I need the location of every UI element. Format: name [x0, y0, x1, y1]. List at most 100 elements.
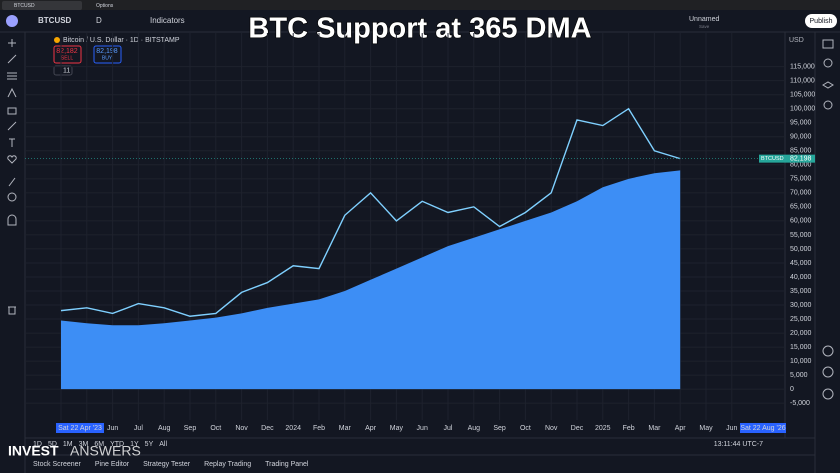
panel-tab[interactable]: Pine Editor — [95, 461, 130, 468]
timeframe[interactable]: YTD — [110, 441, 124, 448]
save[interactable]: Save — [699, 24, 710, 29]
layout-name[interactable]: Unnamed — [689, 16, 719, 23]
timeframe[interactable]: 3M — [79, 441, 89, 448]
y-tick-label: 100,000 — [790, 106, 815, 113]
panel-tab[interactable]: Strategy Tester — [143, 461, 191, 468]
tool-icon[interactable] — [8, 177, 16, 187]
side-icon[interactable] — [823, 100, 833, 110]
y-tick-label: 65,000 — [790, 204, 812, 211]
side-icon[interactable] — [822, 345, 834, 357]
timeframe[interactable]: 1D — [33, 441, 42, 448]
timeframe[interactable]: 1Y — [130, 441, 139, 448]
symbol[interactable]: BTCUSD — [38, 16, 72, 25]
publish-label[interactable]: Publish — [810, 18, 833, 25]
y-tick-label: 50,000 — [790, 246, 812, 253]
x-tick-label: Jun — [107, 425, 118, 432]
x-tick-label: May — [699, 425, 713, 432]
side-icon[interactable] — [822, 366, 834, 378]
y-tick-label: 80,000 — [790, 162, 812, 169]
y-tick-label: 15,000 — [790, 344, 812, 351]
y-tick-label: 40,000 — [790, 274, 812, 281]
buy-label[interactable]: BUY — [102, 55, 113, 61]
y-tick-label: 5,000 — [790, 372, 808, 379]
side-icon[interactable] — [822, 39, 834, 49]
tool-icon[interactable] — [7, 72, 17, 80]
price-tag — [759, 154, 815, 163]
side-icon[interactable] — [822, 81, 834, 89]
plot: -5,000 0 5,000 10,000 15,000 20,000 25,000 30,0… — [25, 33, 815, 433]
y-tick-label: 75,000 — [790, 176, 812, 183]
sell-price[interactable]: 82,182 — [56, 48, 78, 55]
indicators-button[interactable]: Indicators — [150, 16, 185, 25]
tab[interactable] — [2, 1, 82, 10]
y-tick-label: 115,000 — [790, 63, 815, 70]
currency[interactable]: USD — [789, 37, 804, 44]
y-tick-label: 30,000 — [790, 302, 812, 309]
tool-icon[interactable] — [7, 155, 17, 164]
right-tools — [822, 39, 834, 400]
tab-title[interactable]: BTCUSD — [14, 3, 35, 9]
x-tick-label: Oct — [210, 425, 221, 432]
x-tick-label: Nov — [235, 425, 248, 432]
y-tick-label: 45,000 — [790, 260, 812, 267]
x-tick-label: Apr — [675, 425, 687, 432]
x-tick-label: Feb — [313, 425, 325, 432]
indicator-count[interactable]: 11 — [63, 67, 70, 74]
publish-button[interactable] — [805, 14, 837, 28]
overlay-title: BTC Support at 365 DMA — [248, 13, 591, 45]
tool-icon[interactable] — [7, 87, 17, 98]
range-label-box — [56, 423, 104, 433]
dma-area — [61, 170, 681, 390]
tool-icon[interactable] — [7, 107, 17, 115]
timeframe[interactable]: 6M — [94, 441, 104, 448]
tool-icon[interactable] — [7, 192, 17, 202]
tool-icon[interactable] — [7, 54, 17, 64]
panel-tab[interactable]: Replay Trading — [204, 461, 251, 468]
price-tag-name: BTCUSD — [761, 156, 784, 162]
x-tick-label: Aug — [468, 425, 481, 432]
x-tick-label: Nov — [545, 425, 558, 432]
y-tick-label: 90,000 — [790, 134, 812, 141]
buy-price[interactable]: 82,198 — [96, 48, 118, 55]
indicator-toggle[interactable] — [53, 65, 73, 76]
x-tick-label: Aug — [158, 425, 171, 432]
x-tick-label: Dec — [261, 425, 274, 432]
y-tick-label: 25,000 — [790, 316, 812, 323]
x-tick-label: Apr — [365, 425, 377, 432]
side-icon[interactable] — [823, 58, 833, 68]
tool-icon[interactable] — [9, 138, 15, 147]
y-tick-label: 85,000 — [790, 148, 812, 155]
price-tag-value: 82,198 — [790, 155, 812, 162]
y-tick-label: 60,000 — [790, 218, 812, 225]
y-tick-label: 10,000 — [790, 358, 812, 365]
y-tick-label: 95,000 — [790, 120, 812, 127]
timeframe[interactable]: 1M — [63, 441, 73, 448]
x-tick-label: Jul — [134, 425, 143, 432]
tool-icon[interactable] — [7, 214, 17, 226]
tool-icon[interactable] — [8, 306, 16, 315]
sell-label[interactable]: SELL — [61, 55, 73, 61]
x-tick-label: Mar — [648, 425, 661, 432]
timeframe[interactable]: 5D — [48, 441, 57, 448]
side-icon[interactable] — [822, 388, 834, 400]
x-tick-label: Jul — [444, 425, 453, 432]
price-line — [60, 107, 681, 317]
panel-tab[interactable]: Trading Panel — [265, 461, 309, 468]
y-tick-label: 55,000 — [790, 232, 812, 239]
y-tick-label: 35,000 — [790, 288, 812, 295]
x-tick-label: Mar — [339, 425, 352, 432]
avatar[interactable] — [6, 15, 18, 27]
buy-button[interactable] — [93, 45, 122, 64]
y-tick-label: 110,000 — [790, 78, 815, 85]
clock: 13:11:44 UTC-7 — [714, 441, 763, 448]
x-tick-label: Sep — [493, 425, 506, 432]
tab-title[interactable]: Options — [96, 3, 114, 9]
timeframe[interactable]: 5Y — [145, 441, 154, 448]
interval[interactable]: D — [96, 16, 102, 25]
tool-icon[interactable] — [7, 121, 17, 131]
tool-icon[interactable] — [8, 39, 16, 47]
timeframe[interactable]: All — [159, 441, 167, 448]
x-tick-label: Oct — [520, 425, 531, 432]
panel-tab[interactable]: Stock Screener — [33, 461, 82, 468]
